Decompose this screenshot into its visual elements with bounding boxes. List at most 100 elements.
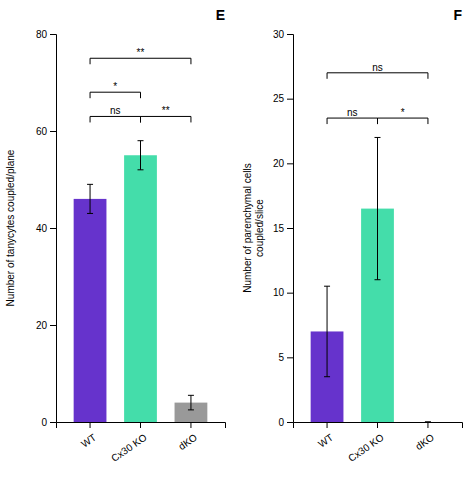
error-cap [324,286,330,287]
tick-label: 0 [41,417,47,428]
y-tick: 20 [273,158,293,169]
tick-mark [287,357,293,358]
x-axis: WT Cx30 KO dKO [57,422,226,464]
y-tick: 60 [36,126,56,137]
y-tick: 80 [36,29,56,40]
error-cap [425,422,431,423]
y-tick: 25 [273,93,293,104]
error-line [327,286,328,377]
error-bar [324,286,330,377]
y-tick: 20 [36,320,56,331]
y-axis-label-line: Number of tanycytes coupled/plane [5,149,16,306]
error-bar [425,422,431,423]
error-bar [375,137,381,279]
tick-label: dKO [413,432,436,453]
tick-label: 20 [273,158,285,169]
significance-bracket [327,73,428,79]
error-cap [425,422,431,423]
tick-label: 40 [36,223,48,234]
significance-label: ** [137,47,145,58]
error-cap [375,137,381,138]
y-axis-label-line: Number of parenchymal cells [242,163,253,293]
tick-label: 5 [278,352,284,363]
tick-label: 10 [273,287,285,298]
tick-mark [50,422,56,423]
error-bar [138,141,144,170]
chart-panel: 0 5 10 15 20 25 30 WT Cx30 KO dKO Number of parenc… [242,7,463,464]
error-cap [375,279,381,280]
y-axis-label-line: coupled/slice [254,199,265,257]
significance-label: * [401,107,405,118]
tick-mark [50,131,56,132]
y-tick: 30 [273,29,293,40]
tick-label: WT [79,432,98,450]
y-tick: 10 [273,287,293,298]
tick-label: WT [316,432,335,450]
marks [74,141,208,422]
tick-mark [140,422,141,428]
x-axis: WT Cx30 KO dKO [294,422,463,464]
tick-mark [50,325,56,326]
axis-line [287,35,294,423]
tick-mark [50,34,56,35]
axis-line [50,35,57,423]
tick-mark [287,34,293,35]
x-tick: WT [79,422,98,450]
significance-bracket [378,118,428,124]
tick-label: 25 [273,93,285,104]
y-axis: 0 20 40 60 80 [36,29,57,428]
error-cap [87,184,93,185]
y-axis-label: Number of tanycytes coupled/plane [5,149,16,306]
x-tick: dKO [413,422,436,452]
tick-label: 80 [36,29,48,40]
tick-label: 30 [273,29,285,40]
marks [311,137,431,422]
tick-mark [287,228,293,229]
error-cap [188,409,194,410]
error-cap [188,395,194,396]
title: F [453,7,462,23]
y-tick: 0 [41,417,56,428]
error-cap [138,169,144,170]
bar [124,155,157,422]
x-tick: dKO [176,422,199,452]
tick-mark [90,422,91,428]
x-tick: WT [316,422,335,450]
error-line [140,141,141,170]
bar [74,199,107,422]
tick-mark [287,99,293,100]
y-tick: 0 [278,417,293,428]
tick-mark [287,422,293,423]
tick-label: dKO [176,432,199,453]
significance-bracket [90,58,191,64]
error-cap [138,140,144,141]
tick-mark [327,422,328,428]
tick-label: 15 [273,223,285,234]
error-line [377,137,378,279]
significance-label: ns [110,105,121,116]
tick-label: 20 [36,320,48,331]
error-cap [87,213,93,214]
significance-label: ns [372,62,383,73]
tick-mark [427,422,428,428]
tick-label: Cx30 KO [109,432,149,464]
tick-label: 60 [36,126,48,137]
y-tick: 5 [278,352,293,363]
axis-line [57,423,226,429]
tick-label: Cx30 KO [346,432,386,464]
error-bar [87,184,93,213]
error-line [90,184,91,213]
significance-label: ns [347,107,358,118]
bar [412,422,445,423]
significance-label: * [113,81,117,92]
title: E [216,7,225,23]
chart-panel: 0 20 40 60 80 WT Cx30 KO dKO Number of tanycytes… [5,7,226,464]
y-tick: 15 [273,223,293,234]
error-cap [324,376,330,377]
significance-bracket [90,92,140,98]
tick-label: 0 [278,417,284,428]
tick-mark [287,293,293,294]
tick-mark [50,228,56,229]
y-axis-label: Number of parenchymal cellscoupled/slice [242,163,265,293]
tick-mark [287,163,293,164]
